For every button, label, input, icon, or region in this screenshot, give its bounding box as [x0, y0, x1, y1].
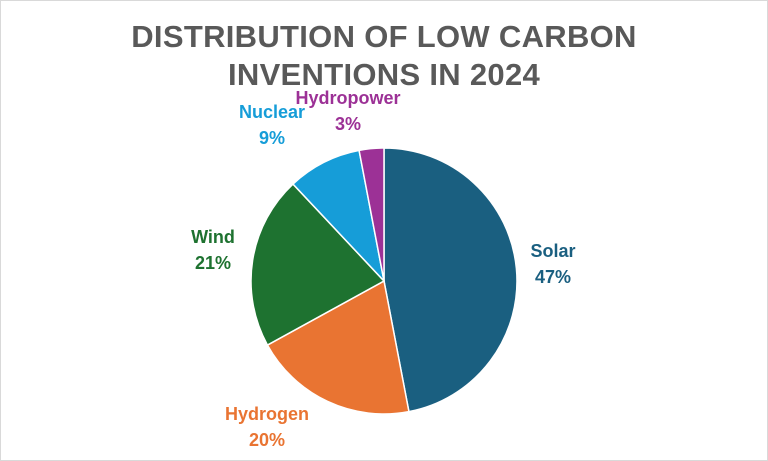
slice-name-label-hydrogen: Hydrogen: [225, 404, 309, 424]
slice-name-label-nuclear: Nuclear: [239, 102, 305, 122]
slice-name-label-solar: Solar: [530, 241, 575, 261]
slice-value-label-nuclear: 9%: [259, 128, 285, 148]
pie-slice-wind: [250, 182, 386, 347]
chart-title-line-1: DISTRIBUTION OF LOW CARBON: [131, 19, 637, 54]
pie-slice-hydropower: [358, 147, 385, 282]
pie-slice-solar: [383, 147, 518, 413]
pie-slice-hydrogen: [266, 279, 410, 415]
slice-name-label-hydropower: Hydropower: [295, 88, 400, 108]
chart-title-line-2: INVENTIONS IN 2024: [227, 57, 541, 92]
chart-title: DISTRIBUTION OF LOW CARBON INVENTIONS IN…: [0, 18, 768, 94]
slice-value-label-wind: 21%: [195, 253, 231, 273]
slice-value-label-hydrogen: 20%: [249, 430, 285, 450]
slice-name-label-wind: Wind: [191, 227, 235, 247]
slice-value-label-hydropower: 3%: [335, 114, 361, 134]
slice-value-label-solar: 47%: [535, 267, 571, 287]
